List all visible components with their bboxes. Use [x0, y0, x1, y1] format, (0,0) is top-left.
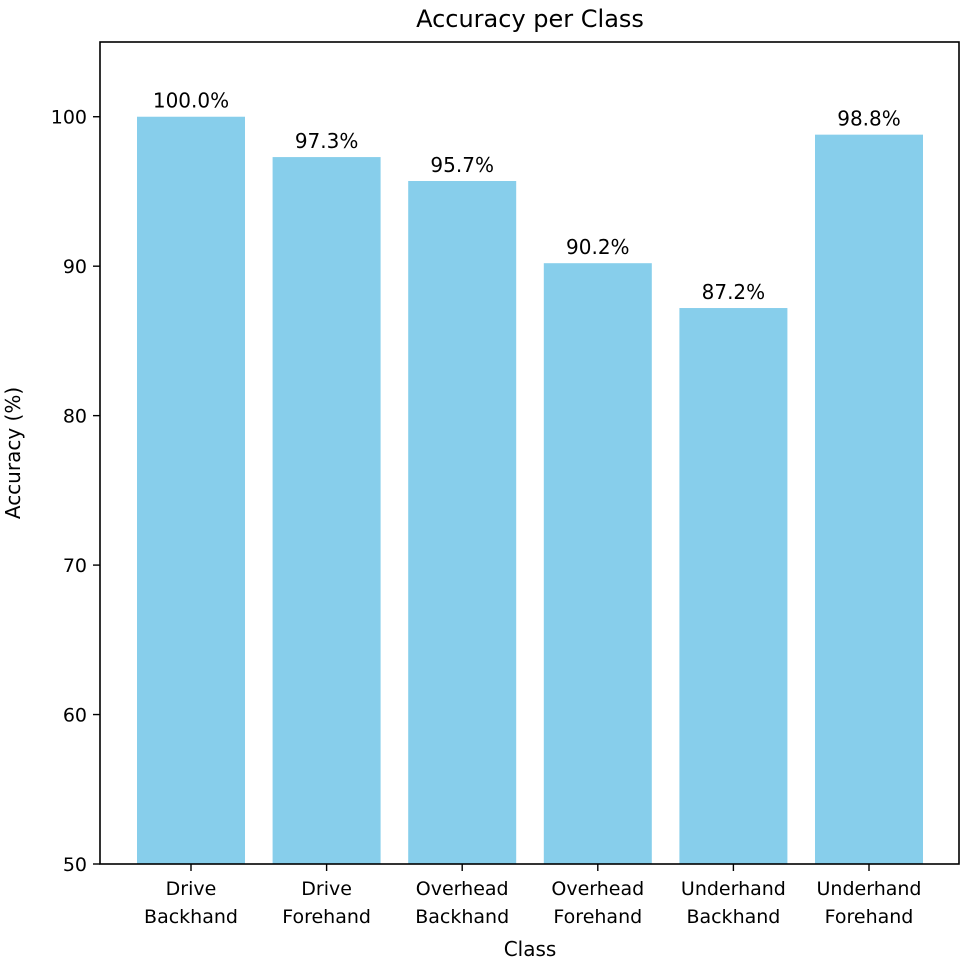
x-tick-label: Backhand — [144, 906, 238, 928]
data-label: 87.2% — [702, 280, 766, 304]
x-tick-label: Forehand — [825, 906, 914, 928]
y-axis: 50 60 70 80 90 100 — [51, 107, 100, 876]
x-tick-label: Drive — [166, 878, 217, 900]
data-label: 97.3% — [295, 129, 359, 153]
plot-frame — [99, 41, 960, 865]
x-tick-label: Drive — [301, 878, 352, 900]
data-label: 90.2% — [566, 235, 630, 259]
data-label: 100.0% — [153, 89, 229, 113]
y-tick-label: 70 — [63, 555, 87, 577]
bar — [815, 134, 923, 865]
x-tick-label: Forehand — [553, 906, 642, 928]
data-labels-group: 100.0% 97.3% 95.7% 90.2% 87.2% 98.8% — [153, 89, 901, 304]
bar — [543, 263, 652, 864]
x-tick-label: Backhand — [686, 906, 780, 928]
bar — [679, 308, 788, 865]
x-tick-label: Overhead — [416, 878, 509, 900]
x-tick-label: Backhand — [415, 906, 509, 928]
data-label: 98.8% — [837, 107, 901, 131]
x-tick-label: Underhand — [681, 878, 786, 900]
x-axis: Drive Backhand Drive Forehand Overhead Backha… — [144, 864, 921, 928]
chart-title: Accuracy per Class — [416, 5, 644, 33]
bars-group — [137, 116, 923, 865]
bar — [408, 180, 517, 864]
y-tick-label: 60 — [63, 705, 87, 727]
x-tick-label: Overhead — [551, 878, 644, 900]
y-tick-label: 90 — [63, 256, 87, 278]
y-axis-label: Accuracy (%) — [1, 387, 25, 519]
data-label: 95.7% — [430, 153, 494, 177]
y-tick-label: 50 — [63, 854, 87, 876]
x-tick-label: Underhand — [817, 878, 922, 900]
bar — [137, 116, 245, 864]
x-axis-label: Class — [504, 937, 557, 961]
bar — [272, 157, 381, 864]
x-tick-label: Forehand — [282, 906, 371, 928]
y-tick-label: 100 — [51, 107, 87, 129]
y-tick-label: 80 — [63, 406, 87, 428]
